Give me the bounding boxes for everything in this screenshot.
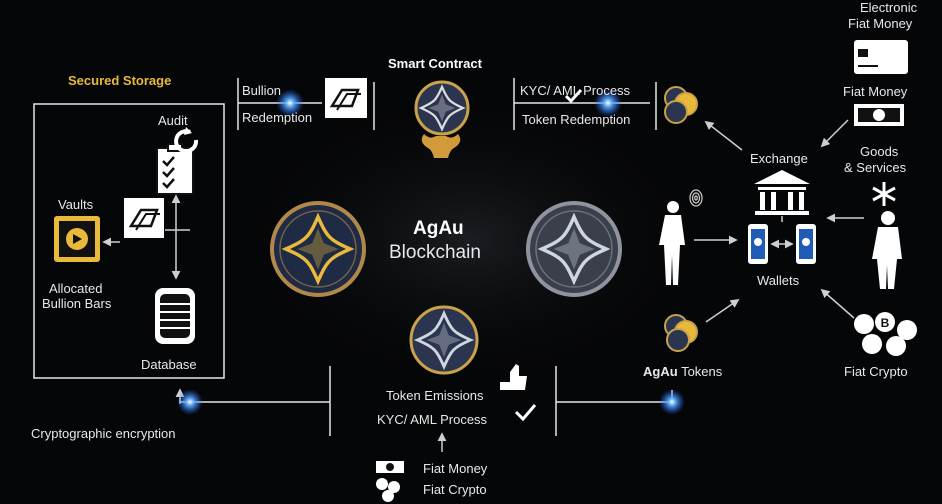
bull-icon	[421, 134, 461, 158]
kyc-top-bracket	[513, 78, 657, 130]
gold-bar-card-top-icon	[325, 78, 367, 118]
kyc-top-label-line1: KYC/ AML Process	[520, 83, 631, 98]
agau-gold-coin-icon	[270, 201, 366, 297]
coin-stack-bottom-icon	[664, 314, 698, 352]
electronic-label-line1: Electronic	[860, 0, 918, 15]
agau-silver-coin-icon	[526, 201, 622, 297]
gold-bar-card-left-icon	[124, 198, 164, 238]
kyc-bottom-label: KYC/ AML Process	[377, 412, 488, 427]
audit-label: Audit	[158, 113, 188, 128]
smart-contract-coin-icon	[414, 80, 470, 136]
credit-card-icon	[854, 40, 908, 74]
kyc-top-label-line2: Token Redemption	[522, 112, 631, 127]
goods-label-line2: & Services	[844, 160, 907, 175]
cash-right-icon	[854, 104, 904, 126]
person-left-icon	[659, 201, 685, 285]
secured-storage-title: Secured Storage	[68, 73, 172, 88]
database-label: Database	[141, 357, 197, 372]
center-title: AgAu	[413, 218, 464, 239]
goods-label-line1: Goods	[860, 144, 899, 159]
glow-dot-bullion	[276, 89, 304, 117]
database-icon	[155, 288, 195, 344]
fingerprint-icon	[689, 189, 703, 207]
bullion-label-line1: Bullion	[242, 83, 282, 98]
center-glow	[230, 90, 710, 390]
glow-dot-crypto	[177, 389, 203, 415]
coin-stack-top-icon	[664, 86, 698, 124]
center-subtitle: Blockchain	[389, 242, 481, 263]
thumbs-up-icon	[500, 364, 527, 390]
smart-contract-label: Smart Contract	[388, 56, 482, 71]
crypto-coins-bottom-icon	[376, 478, 400, 502]
audit-clipboard-icon	[156, 143, 194, 195]
check-bottom-icon	[514, 404, 537, 422]
fiat-money-bottom-label: Fiat Money	[423, 461, 488, 476]
emission-coin-icon	[409, 305, 479, 375]
glow-dot-kyc	[594, 89, 622, 117]
agau-tokens-label: AgAu Tokens	[643, 364, 722, 379]
agau-tokens-bold: AgAu	[643, 364, 678, 379]
vault-icon	[54, 216, 100, 262]
agau-tokens-rest: Tokens	[681, 364, 723, 379]
cryptographic-encryption-label: Cryptographic encryption	[31, 426, 176, 441]
token-emissions-label: Token Emissions	[386, 388, 484, 403]
wallet-phone-left-icon	[748, 224, 768, 264]
goods-snowflake-icon	[872, 182, 896, 206]
secured-storage-box	[33, 103, 225, 379]
person-right-icon	[872, 211, 902, 289]
wallet-phone-right-icon	[796, 224, 816, 264]
bullion-label-line2: Redemption	[242, 110, 313, 125]
check-icon	[564, 88, 583, 104]
fiat-crypto-bottom-label: Fiat Crypto	[423, 482, 487, 497]
wallets-label: Wallets	[757, 273, 800, 288]
fiat-money-right-label: Fiat Money	[843, 84, 908, 99]
vaults-label: Vaults	[58, 197, 94, 212]
exchange-label: Exchange	[750, 151, 808, 166]
refresh-icon	[174, 129, 199, 154]
glow-dot-tokens	[659, 389, 685, 415]
electronic-label-line2: Fiat Money	[848, 16, 913, 31]
svg-text:B: B	[881, 316, 890, 330]
allocated-label-line2: Bullion Bars	[42, 296, 112, 311]
allocated-label-line1: Allocated	[49, 281, 103, 296]
crypto-coins-right-icon: B	[854, 312, 917, 356]
exchange-bank-icon	[754, 170, 810, 215]
fiat-crypto-right-label: Fiat Crypto	[844, 364, 908, 379]
cash-icon	[376, 461, 404, 473]
